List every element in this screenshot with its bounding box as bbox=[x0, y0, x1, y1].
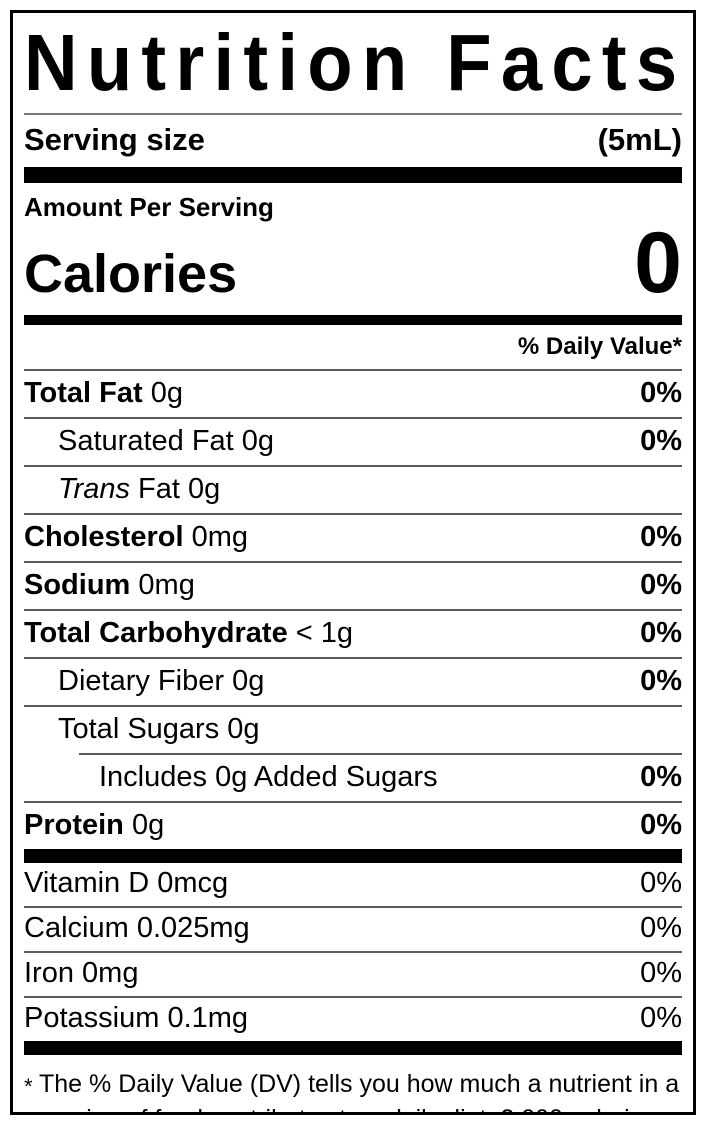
nutrient-row-added-sugars: Includes 0g Added Sugars 0% bbox=[24, 755, 682, 803]
vitamin-name-amount: Iron 0mg bbox=[24, 956, 139, 989]
label-title: Nutrition Facts bbox=[24, 18, 687, 107]
serving-size-row: Serving size (5mL) bbox=[24, 115, 682, 167]
nutrient-dv: 0% bbox=[640, 424, 682, 457]
vitamin-row-potassium: Potassium 0.1mg 0% bbox=[24, 998, 682, 1041]
section-bar bbox=[24, 848, 682, 863]
vitamin-dv: 0% bbox=[640, 1001, 682, 1034]
nutrient-dv: 0% bbox=[640, 520, 682, 553]
nutrient-row-total-carbohydrate: Total Carbohydrate < 1g 0% bbox=[24, 611, 682, 659]
vitamin-name-amount: Potassium 0.1mg bbox=[24, 1001, 249, 1034]
nutrient-row-protein: Protein 0g 0% bbox=[24, 803, 682, 849]
footnote-asterisk: * bbox=[24, 1073, 33, 1099]
nutrient-row-saturated-fat: Saturated Fat 0g 0% bbox=[24, 419, 682, 467]
nutrient-row-total-sugars: Total Sugars 0g bbox=[24, 707, 682, 753]
section-bar bbox=[24, 167, 682, 183]
nutrient-name-amount: Saturated Fat 0g bbox=[58, 424, 275, 457]
calories-label: Calories bbox=[24, 244, 238, 304]
vitamin-name-amount: Vitamin D 0mcg bbox=[24, 866, 229, 899]
nutrient-dv: 0% bbox=[640, 376, 682, 409]
nutrient-dv: 0% bbox=[640, 568, 682, 601]
vitamin-dv: 0% bbox=[640, 866, 682, 899]
label-title-wrap: Nutrition Facts bbox=[24, 13, 682, 113]
nutrient-dv: 0% bbox=[640, 760, 682, 793]
amount-per-serving-label: Amount Per Serving bbox=[24, 192, 274, 222]
nutrient-name-amount: Total Carbohydrate < 1g bbox=[24, 616, 354, 649]
footnote-text: The % Daily Value (DV) tells you how muc… bbox=[39, 1069, 680, 1113]
nutrient-name-amount: Sodium 0mg bbox=[24, 568, 195, 601]
section-bar bbox=[24, 314, 682, 325]
footnote: * The % Daily Value (DV) tells you how m… bbox=[24, 1055, 682, 1113]
vitamin-dv: 0% bbox=[640, 956, 682, 989]
section-bar bbox=[24, 1040, 682, 1055]
calories-value: 0 bbox=[634, 215, 682, 311]
daily-value-header: % Daily Value* bbox=[24, 325, 682, 371]
nutrient-dv: 0% bbox=[640, 808, 682, 841]
nutrient-row-dietary-fiber: Dietary Fiber 0g 0% bbox=[24, 659, 682, 707]
nutrient-dv: 0% bbox=[640, 616, 682, 649]
nutrient-name-amount: Total Sugars 0g bbox=[58, 712, 260, 745]
nutrient-name-amount: Includes 0g Added Sugars bbox=[99, 760, 438, 793]
divider bbox=[24, 113, 682, 115]
nutrient-name-amount: Dietary Fiber 0g bbox=[58, 664, 265, 697]
nutrition-facts-label: Nutrition Facts Serving size (5mL) Amoun… bbox=[10, 10, 696, 1115]
nutrient-name-amount: Cholesterol 0mg bbox=[24, 520, 249, 553]
vitamin-row-calcium: Calcium 0.025mg 0% bbox=[24, 908, 682, 953]
serving-size-label: Serving size bbox=[24, 122, 205, 157]
indented-divider bbox=[79, 752, 682, 755]
nutrient-name-amount: Trans Fat 0g bbox=[58, 472, 221, 505]
calories-row: Calories 0 bbox=[24, 215, 682, 315]
nutrient-row-sodium: Sodium 0mg 0% bbox=[24, 563, 682, 611]
vitamin-name-amount: Calcium 0.025mg bbox=[24, 911, 250, 944]
nutrient-dv: 0% bbox=[640, 664, 682, 697]
nutrient-name-amount: Protein 0g bbox=[24, 808, 165, 841]
nutrient-row-total-fat: Total Fat 0g 0% bbox=[24, 371, 682, 419]
nutrient-row-trans-fat: Trans Fat 0g bbox=[24, 467, 682, 515]
nutrient-row-cholesterol: Cholesterol 0mg 0% bbox=[24, 515, 682, 563]
serving-size-value: (5mL) bbox=[597, 122, 682, 157]
vitamin-dv: 0% bbox=[640, 911, 682, 944]
vitamin-row-vitamin-d: Vitamin D 0mcg 0% bbox=[24, 863, 682, 908]
vitamin-row-iron: Iron 0mg 0% bbox=[24, 953, 682, 998]
nutrient-name-amount: Total Fat 0g bbox=[24, 376, 184, 409]
